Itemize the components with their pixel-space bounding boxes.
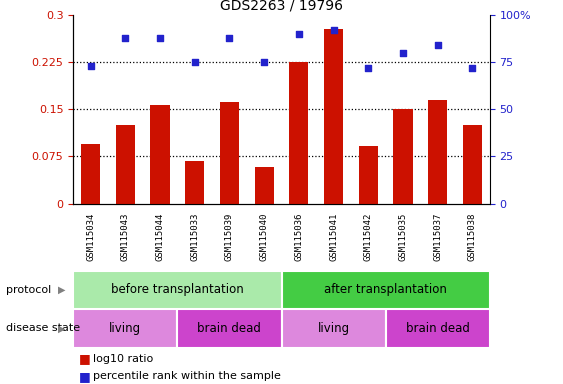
- Bar: [359, 146, 378, 204]
- Point: [260, 59, 269, 65]
- Point: [294, 31, 303, 37]
- Point: [434, 42, 443, 48]
- Text: protocol: protocol: [6, 285, 51, 295]
- Point: [225, 35, 234, 41]
- Text: GSM115041: GSM115041: [329, 213, 338, 261]
- Bar: [185, 161, 204, 204]
- Point: [399, 50, 408, 56]
- Bar: [394, 109, 413, 204]
- Text: log10 ratio: log10 ratio: [93, 354, 153, 364]
- Point: [190, 59, 199, 65]
- Bar: [73, 309, 177, 348]
- Text: ■: ■: [79, 370, 91, 383]
- Text: GSM115042: GSM115042: [364, 213, 373, 261]
- Text: GSM115036: GSM115036: [294, 213, 303, 261]
- Text: GSM115033: GSM115033: [190, 213, 199, 261]
- Bar: [177, 309, 282, 348]
- Text: brain dead: brain dead: [198, 322, 261, 335]
- Text: brain dead: brain dead: [406, 322, 470, 335]
- Text: ▶: ▶: [59, 323, 66, 333]
- Text: GSM115044: GSM115044: [155, 213, 164, 261]
- Bar: [116, 125, 135, 204]
- Text: after transplantation: after transplantation: [324, 283, 447, 296]
- Text: living: living: [318, 322, 350, 335]
- Bar: [81, 144, 100, 204]
- Text: GSM115040: GSM115040: [260, 213, 269, 261]
- Bar: [254, 167, 274, 204]
- Text: GSM115035: GSM115035: [399, 213, 408, 261]
- Text: ■: ■: [79, 353, 91, 366]
- Text: GSM115037: GSM115037: [434, 213, 442, 261]
- Point: [86, 63, 95, 69]
- Text: disease state: disease state: [6, 323, 80, 333]
- Point: [364, 65, 373, 71]
- Bar: [386, 309, 490, 348]
- Bar: [150, 105, 169, 204]
- Point: [155, 35, 164, 41]
- Bar: [282, 271, 490, 309]
- Point: [120, 35, 129, 41]
- Bar: [463, 125, 482, 204]
- Bar: [428, 100, 447, 204]
- Text: GSM115034: GSM115034: [86, 213, 95, 261]
- Title: GDS2263 / 19796: GDS2263 / 19796: [220, 0, 343, 13]
- Text: living: living: [109, 322, 141, 335]
- Point: [468, 65, 477, 71]
- Bar: [282, 309, 386, 348]
- Text: GSM115043: GSM115043: [121, 213, 129, 261]
- Text: percentile rank within the sample: percentile rank within the sample: [93, 371, 281, 381]
- Point: [329, 27, 338, 33]
- Text: before transplantation: before transplantation: [111, 283, 244, 296]
- Text: GSM115039: GSM115039: [225, 213, 234, 261]
- Bar: [73, 271, 282, 309]
- Text: ▶: ▶: [59, 285, 66, 295]
- Bar: [289, 62, 309, 204]
- Bar: [220, 102, 239, 204]
- Bar: [324, 29, 343, 204]
- Text: GSM115038: GSM115038: [468, 213, 477, 261]
